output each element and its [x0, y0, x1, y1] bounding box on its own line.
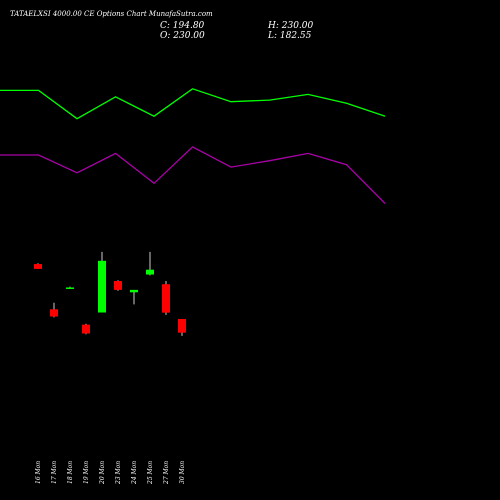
x-axis-ticks: 16 Mon 17 Mon 18 Mon 19 Mon 20 Mon 23 Mon 24 M…: [35, 461, 186, 485]
candle-body: [34, 264, 42, 269]
x-tick-label: 17 Mon: [51, 461, 58, 484]
candle-3: [66, 286, 74, 289]
x-tick-label: 18 Mon: [67, 461, 74, 484]
candle-7: [130, 289, 138, 305]
candle-1: [34, 263, 42, 269]
x-tick-label: 20 Mon: [99, 461, 106, 485]
x-tick-label: 16 Mon: [35, 461, 42, 484]
candle-6: [114, 280, 122, 291]
lower-indicator-line: [0, 146, 386, 204]
low-readout: L: 182.55: [267, 31, 312, 41]
candle-10: [178, 318, 186, 336]
x-tick-label: 24 Mon: [131, 461, 138, 485]
candles: [34, 251, 186, 336]
candle-5: [98, 251, 106, 313]
candle-body: [178, 318, 186, 333]
x-tick-label: 19 Mon: [83, 461, 90, 484]
x-tick-label: 23 Mon: [115, 461, 122, 485]
chart-title: TATAELXSI 4000.00 CE Options Chart Munaf…: [10, 10, 213, 18]
candle-body: [130, 289, 138, 293]
close-readout: C: 194.80: [160, 21, 205, 31]
candle-4: [82, 323, 90, 335]
candle-body: [50, 309, 58, 317]
indicator-lines: [0, 88, 386, 204]
candle-9: [162, 281, 170, 315]
x-tick-label: 25 Mon: [147, 461, 154, 485]
candle-body: [82, 324, 90, 334]
x-tick-label: 30 Mon: [179, 461, 186, 484]
candle-body: [146, 269, 154, 275]
x-tick-label: 27 Mon: [163, 461, 170, 485]
candle-2: [50, 302, 58, 318]
high-readout: H: 230.00: [267, 21, 314, 31]
candle-body: [66, 287, 74, 289]
upper-indicator-line: [0, 88, 386, 120]
candle-body: [98, 260, 106, 313]
candle-8: [146, 251, 154, 276]
candle-body: [162, 284, 170, 313]
candle-body: [114, 281, 122, 290]
open-readout: O: 230.00: [160, 31, 205, 41]
